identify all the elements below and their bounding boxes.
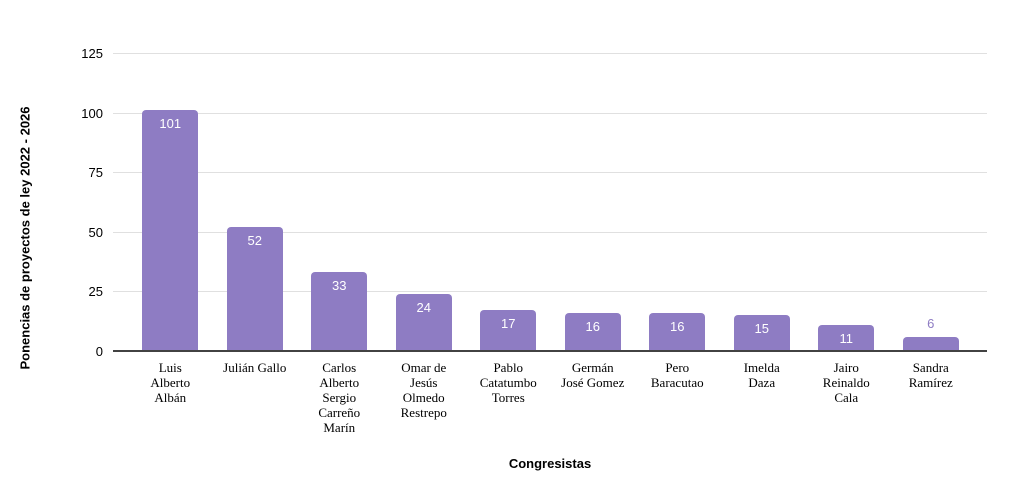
x-tick-label: Imelda Daza — [743, 360, 780, 390]
bar — [480, 310, 537, 351]
x-tick-label: Luis Alberto Albán — [150, 360, 191, 405]
gridline — [113, 112, 987, 114]
y-tick-label: 100 — [81, 105, 103, 121]
bar-value-label: 6 — [927, 315, 935, 331]
x-tick-label: Pablo Catatumbo Torres — [479, 360, 537, 405]
bar — [142, 110, 199, 351]
bar-value-label: 16 — [585, 318, 600, 334]
y-tick-label: 50 — [88, 224, 103, 240]
x-tick-label: Julián Gallo — [223, 360, 287, 375]
bar — [818, 324, 875, 351]
bar-value-label: 101 — [159, 116, 182, 132]
y-tick-label: 125 — [81, 46, 103, 61]
bar-value-label: 15 — [754, 321, 769, 337]
y-tick-label: 75 — [88, 165, 103, 181]
gridline — [113, 172, 987, 174]
bar — [564, 312, 621, 351]
bar — [311, 272, 368, 351]
x-tick-label: Germán José Gomez — [561, 360, 625, 390]
bar — [902, 336, 959, 351]
bar — [226, 227, 283, 351]
y-axis-title: Ponencias de proyectos de ley 2022 - 202… — [17, 106, 33, 370]
x-axis-line — [113, 350, 987, 352]
gridline — [113, 291, 987, 293]
bar-value-label: 16 — [670, 318, 685, 334]
y-tick-label: 0 — [95, 344, 103, 359]
bar-value-label: 24 — [416, 299, 431, 315]
y-tick-label: 25 — [88, 284, 103, 300]
bar — [395, 293, 452, 351]
x-axis-title: Congresistas — [508, 456, 592, 471]
bar-value-label: 52 — [247, 233, 262, 249]
gridline — [113, 53, 987, 54]
x-tick-label: Omar de Jesús Olmedo Restrepo — [400, 360, 447, 420]
bar-value-label: 17 — [501, 316, 516, 332]
bar — [733, 315, 790, 351]
x-tick-label: Pero Baracutao — [650, 360, 704, 390]
x-tick-label: Jairo Reinaldo Cala — [822, 360, 870, 405]
x-tick-label: Sandra Ramírez — [908, 360, 953, 390]
x-tick-label: Carlos Alberto Sergio Carreño Marín — [318, 360, 361, 435]
bar — [649, 312, 706, 351]
gridline — [113, 231, 987, 233]
bar-value-label: 11 — [839, 330, 854, 346]
bar-value-label: 33 — [332, 278, 347, 294]
